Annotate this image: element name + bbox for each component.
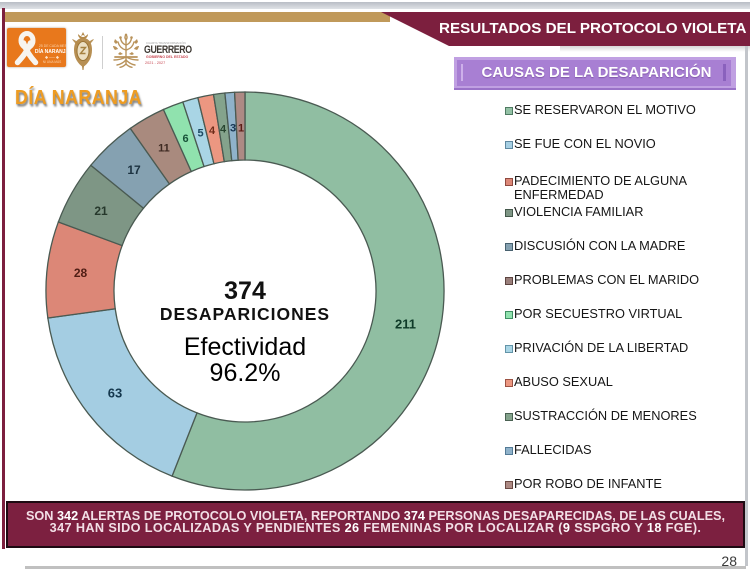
svg-text:17: 17 bbox=[127, 163, 141, 177]
svg-text:4: 4 bbox=[220, 124, 227, 136]
svg-text:NI UNA MÁS: NI UNA MÁS bbox=[43, 60, 61, 64]
svg-text:◆ ── ◆: ◆ ── ◆ bbox=[45, 55, 60, 60]
svg-text:DÍA NARANJA: DÍA NARANJA bbox=[35, 47, 66, 55]
svg-text:4: 4 bbox=[209, 125, 216, 137]
svg-text:25 DE CADA MES: 25 DE CADA MES bbox=[39, 44, 66, 48]
svg-text:1: 1 bbox=[238, 123, 244, 135]
svg-text:21: 21 bbox=[94, 204, 108, 218]
svg-text:211: 211 bbox=[395, 317, 416, 332]
svg-text:11: 11 bbox=[158, 143, 170, 155]
svg-text:5: 5 bbox=[197, 128, 203, 140]
svg-text:28: 28 bbox=[74, 266, 88, 280]
svg-text:6: 6 bbox=[182, 133, 188, 145]
svg-text:63: 63 bbox=[108, 386, 122, 401]
svg-text:3: 3 bbox=[230, 123, 236, 135]
